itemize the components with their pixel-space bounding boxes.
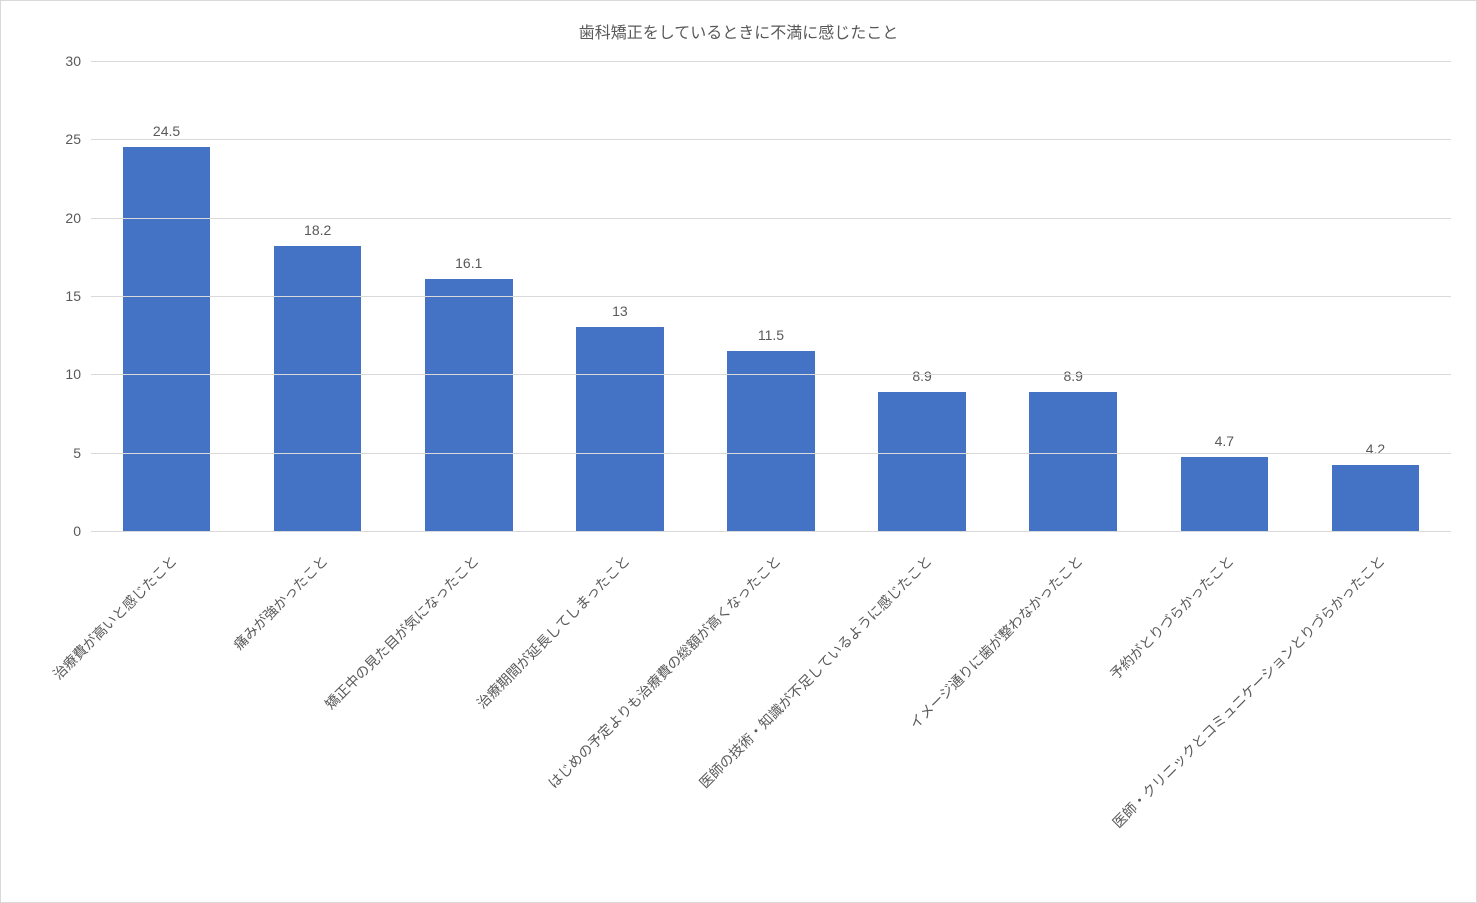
gridline [91, 453, 1451, 454]
chart-title: 歯科矯正をしているときに不満に感じたこと [1, 19, 1476, 43]
bar: 8.9 [1029, 392, 1117, 531]
gridline [91, 61, 1451, 62]
bar-value-label: 11.5 [758, 327, 784, 343]
bar-value-label: 16.1 [455, 255, 482, 271]
x-label-slot: 矯正中の見た目が気になったこと [393, 541, 544, 881]
y-tick-label: 20 [41, 210, 81, 226]
bar: 24.5 [123, 147, 211, 531]
bar: 11.5 [727, 351, 815, 531]
bar: 4.7 [1181, 457, 1269, 531]
y-tick-label: 10 [41, 366, 81, 382]
bar-value-label: 8.9 [1063, 368, 1082, 384]
y-tick-label: 25 [41, 131, 81, 147]
x-axis-category-label: 痛みが強かったこと [229, 551, 332, 654]
bar: 13 [576, 327, 664, 531]
bar: 4.2 [1332, 465, 1420, 531]
bar-value-label: 4.7 [1215, 433, 1234, 449]
x-label-slot: 医師・クリニックとコミュニケーションとりづらかったこと [1300, 541, 1451, 881]
gridline [91, 374, 1451, 375]
y-tick-label: 0 [41, 523, 81, 539]
bar-value-label: 8.9 [912, 368, 931, 384]
x-axis-labels: 治療費が高いと感じたこと痛みが強かったこと矯正中の見た目が気になったこと治療期間… [91, 541, 1451, 881]
bar-value-label: 4.2 [1366, 441, 1385, 457]
x-label-slot: 痛みが強かったこと [242, 541, 393, 881]
gridline [91, 139, 1451, 140]
x-axis-category-label: 治療費が高いと感じたこと [48, 551, 181, 684]
gridline [91, 296, 1451, 297]
y-tick-label: 15 [41, 288, 81, 304]
bar-value-label: 18.2 [304, 222, 331, 238]
bar: 16.1 [425, 279, 513, 531]
plot-area: 24.518.216.11311.58.98.94.74.2 051015202… [91, 61, 1451, 532]
bar: 8.9 [878, 392, 966, 531]
y-tick-label: 5 [41, 445, 81, 461]
x-label-slot: イメージ通りに歯が整わなかったこと [998, 541, 1149, 881]
y-tick-label: 30 [41, 53, 81, 69]
bar-value-label: 13 [612, 303, 628, 319]
bar-value-label: 24.5 [153, 123, 180, 139]
x-label-slot: 治療費が高いと感じたこと [91, 541, 242, 881]
bar-chart: 歯科矯正をしているときに不満に感じたこと 24.5 18.2 16.1 13 11.5 8… [0, 0, 1477, 903]
gridline [91, 218, 1451, 219]
bar: 18.2 [274, 246, 362, 531]
